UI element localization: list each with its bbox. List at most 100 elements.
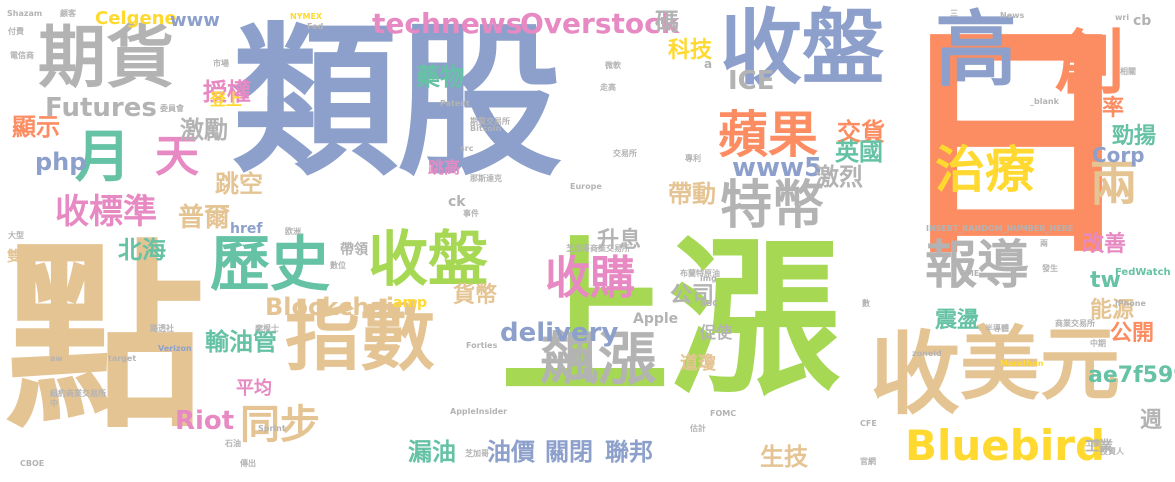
- word-69: 平均: [236, 378, 272, 399]
- word-130: 專利: [685, 154, 701, 163]
- word-132: 官網: [860, 457, 876, 466]
- word-109: Fed: [307, 22, 324, 31]
- word-126: 投資人: [1100, 447, 1124, 456]
- word-102: wri: [1115, 13, 1130, 22]
- word-59: 能源: [1090, 298, 1135, 323]
- word-140: 走高: [600, 83, 616, 92]
- word-20: 收購: [545, 251, 636, 304]
- word-87: Verizon: [158, 344, 192, 353]
- word-3: 日: [890, 0, 1140, 290]
- word-124: 石油: [225, 439, 241, 448]
- word-127: 顧客: [60, 9, 76, 18]
- word-9: 收: [870, 322, 960, 427]
- word-8: 指數: [285, 293, 436, 381]
- word-62: 漏油: [408, 438, 456, 466]
- word-81: a: [704, 57, 713, 71]
- word-118: 市場: [213, 59, 229, 68]
- word-39: 普爾: [178, 203, 231, 233]
- word-72: 跳高: [428, 158, 461, 177]
- word-145: 發生: [1042, 264, 1058, 273]
- word-18: 天: [155, 131, 199, 182]
- word-42: 激勵: [180, 116, 228, 144]
- word-38: ae7f5990: [1088, 363, 1175, 388]
- word-119: 委員會: [160, 104, 184, 113]
- word-123: 摩根士: [255, 324, 279, 333]
- word-78: ck: [448, 194, 466, 210]
- word-7: 創: [1055, 22, 1125, 104]
- word-110: 芝加哥商業交易所: [566, 244, 630, 253]
- word-66: 生技: [760, 443, 808, 471]
- word-44: 顯示: [12, 113, 60, 141]
- word-2: 點: [5, 223, 206, 456]
- word-33: Blockchain: [265, 293, 412, 321]
- word-93: AppleInsider: [450, 407, 508, 416]
- word-105: BBC: [700, 299, 719, 308]
- word-57: 勁揚: [1112, 124, 1157, 149]
- word-1: 上漲: [500, 221, 841, 419]
- word-71: 登上: [210, 90, 243, 109]
- word-79: href: [230, 221, 263, 237]
- word-91: Sprint: [258, 424, 286, 433]
- word-75: amp: [393, 295, 428, 311]
- word-96: Patent: [440, 99, 470, 108]
- word-43: 授權: [203, 78, 251, 106]
- word-22: Bluebird: [905, 421, 1106, 470]
- word-11: 歷史: [210, 230, 330, 300]
- word-6: 期貨: [38, 19, 175, 98]
- word-53: 公司: [670, 283, 715, 308]
- word-48: 交貨: [837, 118, 885, 146]
- word-28: www: [170, 10, 220, 31]
- word-83: FedWatch: [1115, 267, 1171, 278]
- word-94: FOMC: [710, 409, 737, 418]
- word-112: 期貨交易所: [470, 117, 510, 126]
- word-56: 機率: [1080, 96, 1125, 121]
- word-113: 交易所: [613, 149, 637, 158]
- word-103: target: [108, 354, 137, 363]
- word-60: 公開: [1110, 321, 1155, 346]
- word-74: Apple: [633, 311, 679, 327]
- word-68: 道瓊: [680, 353, 716, 374]
- word-27: Celgene: [95, 8, 177, 29]
- word-15: 報導: [925, 236, 1030, 296]
- word-35: Riot: [175, 406, 235, 436]
- word-134: 三: [950, 9, 958, 18]
- word-17: 月: [75, 125, 131, 190]
- word-129: 數位: [330, 261, 346, 270]
- word-104: aw: [50, 354, 63, 363]
- word-0: 類股: [232, 6, 562, 198]
- word-106: img: [700, 274, 717, 283]
- word-101: _blank: [1030, 97, 1059, 106]
- word-90: CBOE: [20, 459, 45, 468]
- word-86: NYMEX: [290, 12, 323, 21]
- word-47: 碼: [655, 8, 679, 36]
- word-136: 數: [862, 299, 870, 308]
- word-37: tw: [1090, 268, 1121, 293]
- word-31: php: [35, 148, 87, 176]
- word-107: src: [460, 144, 474, 153]
- word-99: Forties: [466, 341, 498, 350]
- word-135: 兩: [1040, 239, 1048, 248]
- word-58: 改善: [1082, 232, 1127, 257]
- word-115: 布蘭特原油: [680, 269, 720, 278]
- word-97: News: [1000, 11, 1025, 20]
- word-139: 芝加哥: [465, 449, 489, 458]
- word-143: 估計: [690, 424, 706, 433]
- word-13: 飆漲: [540, 325, 657, 393]
- word-114: 商業交易所: [1055, 319, 1095, 328]
- word-65: 聯邦: [605, 438, 653, 466]
- word-54: 貨幣: [453, 283, 498, 308]
- word-67: 週: [1140, 408, 1163, 433]
- word-19: 治療: [935, 141, 1035, 199]
- word-100: CFE: [860, 419, 877, 428]
- word-82: cb: [1133, 13, 1152, 29]
- word-133: 中期: [1090, 339, 1106, 348]
- word-23: 兩: [1090, 156, 1139, 212]
- word-26: Overstock: [520, 7, 680, 40]
- word-36: Corp: [1092, 143, 1145, 167]
- word-142: 事件: [463, 209, 479, 218]
- word-4: 收盤: [720, 1, 885, 96]
- word-116: 那斯達克: [470, 174, 502, 183]
- word-12: 收盤: [368, 225, 488, 295]
- word-40: 北海: [118, 236, 166, 264]
